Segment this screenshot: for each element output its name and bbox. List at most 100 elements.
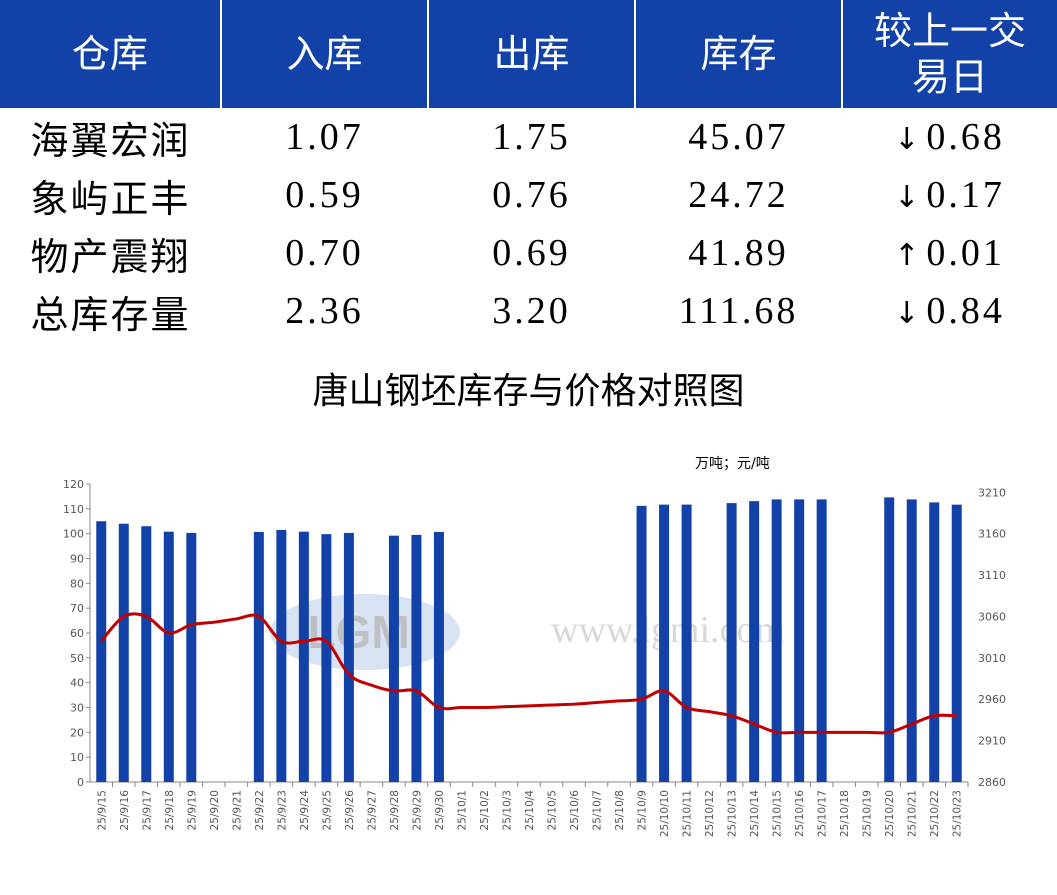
- stock-value: 24.72: [688, 174, 789, 216]
- warehouse-name: 物产震翔: [30, 234, 191, 279]
- x-tick-label: 25/10/10: [659, 790, 671, 837]
- header-in: 入库: [220, 0, 428, 108]
- x-tick-label: 25/9/18: [164, 790, 176, 830]
- table-row: 总库存量 2.36 3.20 111.68 ↓ 0.84: [0, 282, 1057, 340]
- warehouse-name: 海翼宏润: [30, 118, 191, 163]
- left-tick-label: 120: [63, 478, 84, 491]
- out-value: 0.76: [492, 174, 571, 216]
- left-tick-label: 100: [63, 528, 84, 541]
- change-cell: ↓ 0.84: [842, 282, 1057, 340]
- in-value: 1.07: [285, 116, 364, 158]
- x-tick-label: 25/9/22: [254, 790, 266, 830]
- header-stock: 库存: [634, 0, 842, 108]
- left-tick-label: 80: [70, 577, 84, 590]
- x-tick-label: 25/10/15: [772, 790, 784, 837]
- x-tick-label: 25/10/23: [952, 790, 964, 837]
- inventory-bar: [253, 531, 264, 782]
- x-tick-label: 25/10/19: [862, 790, 874, 837]
- change-cell: ↓ 0.17: [842, 166, 1057, 224]
- left-tick-label: 0: [77, 776, 84, 789]
- x-tick-label: 25/9/26: [344, 790, 356, 831]
- left-tick-label: 90: [70, 553, 84, 566]
- x-tick-label: 25/10/1: [456, 790, 468, 830]
- inventory-bar: [636, 505, 647, 782]
- inventory-bar: [906, 499, 917, 782]
- x-tick-label: 25/10/12: [704, 790, 716, 837]
- x-tick-label: 25/10/8: [614, 790, 626, 830]
- table-row: 物产震翔 0.70 0.69 41.89 ↑ 0.01: [0, 224, 1057, 282]
- in-value: 0.59: [285, 174, 364, 216]
- inventory-bar: [929, 502, 940, 782]
- x-tick-label: 25/10/18: [839, 790, 851, 837]
- header-out: 出库: [427, 0, 635, 108]
- x-tick-label: 25/10/22: [929, 790, 941, 837]
- x-tick-label: 25/10/3: [501, 790, 513, 830]
- x-tick-label: 25/10/13: [727, 790, 739, 837]
- price-line: [100, 612, 957, 735]
- x-tick-label: 25/9/24: [299, 790, 311, 831]
- change-cell: ↓ 0.68: [842, 108, 1057, 166]
- stock-value: 45.07: [688, 116, 789, 158]
- x-tick-label: 25/9/30: [434, 790, 446, 830]
- chart: LGMiwww.lgmi.com010203040506070809010011…: [63, 478, 1006, 837]
- inventory-bar: [276, 529, 287, 782]
- inventory-bar: [749, 501, 760, 782]
- x-tick-label: 25/9/28: [389, 790, 401, 830]
- x-tick-label: 25/10/11: [682, 790, 694, 837]
- header-warehouse: 仓库: [0, 0, 221, 108]
- change-value: 0.84: [926, 290, 1005, 332]
- x-tick-label: 25/10/4: [524, 790, 536, 831]
- inventory-bar: [771, 499, 782, 782]
- left-tick-label: 50: [70, 652, 84, 665]
- table-header-row: 仓库 入库 出库 库存 较上一交易日: [0, 0, 1057, 108]
- unit-label: 万吨；元/吨: [695, 456, 770, 472]
- stock-value: 111.68: [678, 290, 799, 332]
- left-tick-label: 110: [63, 503, 84, 516]
- x-tick-label: 25/10/14: [749, 790, 761, 837]
- inventory-bar: [816, 499, 827, 782]
- x-tick-label: 25/10/5: [547, 790, 559, 830]
- right-tick-label: 3210: [978, 486, 1006, 499]
- x-tick-label: 25/10/16: [794, 790, 806, 837]
- warehouse-name: 象屿正丰: [30, 176, 191, 221]
- x-tick-label: 25/10/6: [569, 790, 581, 831]
- inventory-bar: [343, 532, 354, 782]
- arrow-up-icon: ↑: [894, 238, 923, 273]
- inventory-bar: [794, 499, 805, 782]
- arrow-down-icon: ↓: [894, 180, 923, 215]
- inventory-bar: [951, 504, 962, 782]
- left-tick-label: 20: [70, 726, 84, 739]
- left-tick-label: 70: [70, 602, 84, 615]
- inventory-bar: [681, 504, 692, 782]
- in-value: 0.70: [285, 232, 364, 274]
- change-value: 0.01: [926, 232, 1005, 274]
- x-tick-label: 25/10/9: [637, 790, 649, 830]
- x-tick-label: 25/10/21: [907, 790, 919, 837]
- change-value: 0.68: [926, 116, 1005, 158]
- inventory-bar: [411, 534, 422, 782]
- x-tick-label: 25/9/23: [276, 790, 288, 830]
- x-tick-label: 25/9/19: [186, 790, 198, 830]
- x-tick-label: 25/9/20: [209, 790, 221, 830]
- inventory-bar: [141, 526, 152, 782]
- warehouse-name: 总库存量: [30, 292, 191, 337]
- inventory-table: 仓库 入库 出库 库存 较上一交易日 海翼宏润 1.07 1.75 45.07 ↓ 0.6…: [0, 0, 1057, 340]
- arrow-down-icon: ↓: [894, 296, 923, 331]
- x-tick-label: 25/9/16: [119, 790, 131, 831]
- chart-title: 唐山钢坯库存与价格对照图: [312, 371, 745, 412]
- left-tick-label: 10: [70, 751, 84, 764]
- inventory-bar: [298, 531, 309, 782]
- arrow-down-icon: ↓: [894, 122, 923, 157]
- left-tick-label: 60: [70, 627, 84, 640]
- out-value: 3.20: [492, 290, 571, 332]
- x-tick-label: 25/9/27: [366, 790, 378, 830]
- inventory-bar: [388, 535, 399, 782]
- inventory-bar: [96, 521, 107, 782]
- right-tick-label: 3160: [978, 528, 1006, 541]
- left-tick-label: 30: [70, 702, 84, 715]
- right-tick-label: 3110: [978, 569, 1006, 582]
- inventory-bar: [163, 531, 174, 782]
- out-value: 1.75: [492, 116, 571, 158]
- inventory-bar: [726, 503, 737, 782]
